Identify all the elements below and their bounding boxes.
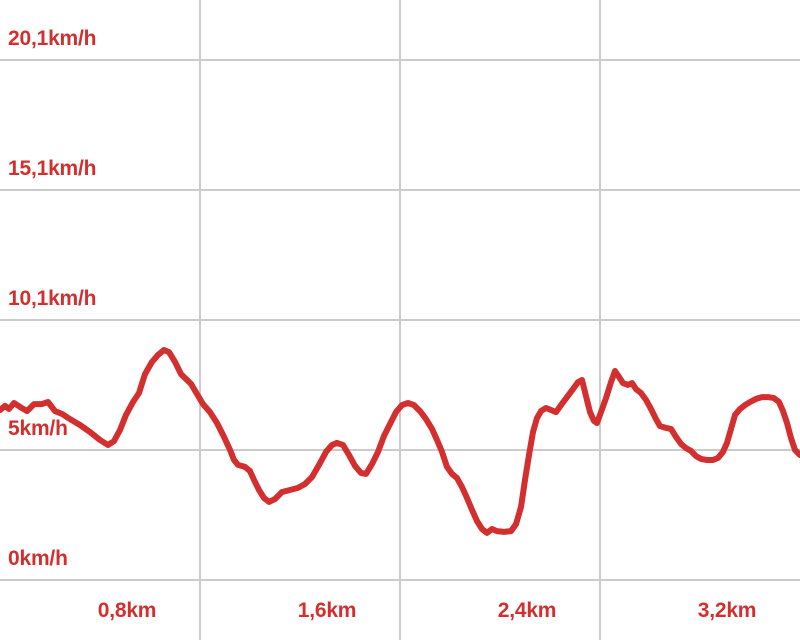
x-tick-label: 0,8km [97,599,157,622]
x-tick-label: 1,6km [297,599,357,622]
y-tick-label: 5km/h [8,417,68,440]
y-tick-label: 0km/h [8,547,68,570]
x-tick-label: 3,2km [697,599,757,622]
y-tick-label: 20,1km/h [8,27,97,50]
x-tick-label: 2,4km [497,599,557,622]
y-tick-label: 10,1km/h [8,287,97,310]
y-tick-label: 15,1km/h [8,157,97,180]
speed-line [0,347,800,536]
